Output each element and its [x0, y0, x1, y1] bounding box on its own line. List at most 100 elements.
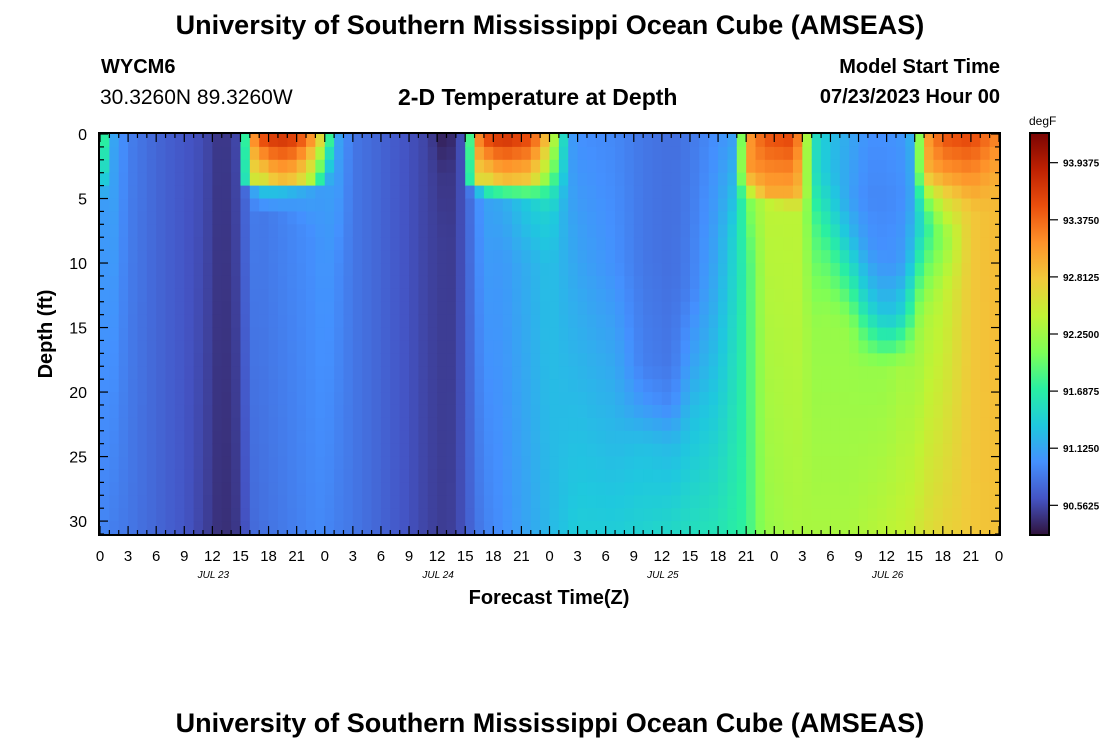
heatmap-cell [540, 198, 551, 213]
heatmap-cell [661, 404, 672, 419]
heatmap-cell [924, 456, 935, 471]
heatmap-cell [446, 340, 457, 354]
heatmap-cell [193, 263, 204, 277]
heatmap-cell [643, 443, 654, 458]
heatmap-cell [736, 211, 747, 225]
heatmap-cell [811, 224, 822, 238]
heatmap-cell [746, 392, 757, 406]
heatmap-cell [203, 301, 213, 316]
heatmap-cell [942, 250, 953, 264]
heatmap-cell [914, 482, 925, 496]
heatmap-cell [718, 443, 729, 458]
heatmap-cell [277, 430, 288, 445]
heatmap-cell [268, 495, 279, 509]
heatmap-cell [699, 353, 710, 367]
heatmap-cell [821, 366, 832, 380]
heatmap-cell [568, 521, 579, 535]
heatmap-cell [287, 185, 298, 200]
heatmap-cell [549, 417, 560, 432]
heatmap-cell [212, 288, 223, 303]
heatmap-cell [839, 250, 850, 264]
heatmap-cell [774, 353, 785, 367]
heatmap-cell [830, 340, 841, 354]
station-coordinates: 30.3260N 89.3260W [100, 86, 293, 109]
heatmap-cell [718, 456, 729, 471]
heatmap-cell [137, 353, 148, 367]
heatmap-cell [221, 353, 232, 367]
heatmap-cell [221, 211, 232, 225]
heatmap-cell [886, 185, 897, 200]
heatmap-cell [165, 508, 176, 522]
heatmap-cell [783, 340, 794, 354]
heatmap-cell [633, 430, 644, 445]
heatmap-cell [615, 521, 626, 535]
heatmap-cell [446, 443, 457, 458]
heatmap-cell [259, 469, 270, 483]
heatmap-cell [287, 366, 298, 380]
heatmap-cell [849, 392, 860, 406]
heatmap-cell [970, 456, 981, 471]
heatmap-cell [437, 508, 448, 522]
heatmap-cell [914, 198, 925, 213]
heatmap-cell [877, 443, 888, 458]
heatmap-cell [540, 340, 551, 354]
heatmap-cell [867, 469, 878, 483]
heatmap-cell [493, 417, 504, 432]
heatmap-cell [849, 430, 860, 445]
heatmap-cell [671, 508, 682, 522]
heatmap-cell [371, 211, 382, 225]
heatmap-cell [661, 379, 672, 393]
heatmap-cell [849, 250, 860, 264]
heatmap-cell [277, 508, 288, 522]
heatmap-cell [596, 185, 607, 200]
heatmap-cell [483, 146, 494, 161]
heatmap-cell [755, 275, 766, 290]
heatmap-cell [858, 250, 869, 264]
heatmap-cell [643, 353, 654, 367]
heatmap-cell [259, 134, 270, 148]
x-tick-label: 12 [878, 548, 895, 565]
heatmap-cell [774, 392, 785, 406]
heatmap-cell [755, 301, 766, 316]
heatmap-cell [736, 159, 747, 174]
x-tick-label: 0 [545, 548, 553, 565]
heatmap-cell [736, 185, 747, 200]
heatmap-cell [259, 417, 270, 432]
heatmap-cell [315, 430, 326, 445]
heatmap-cell [296, 379, 307, 393]
heatmap-cell [156, 263, 167, 277]
heatmap-cell [530, 224, 541, 238]
heatmap-cell [558, 404, 569, 419]
heatmap-cell [830, 379, 841, 393]
heatmap-cell [746, 134, 757, 148]
heatmap-cell [324, 134, 335, 148]
heatmap-cell [727, 456, 738, 471]
heatmap-cell [924, 417, 935, 432]
heatmap-cell [643, 392, 654, 406]
heatmap-cell [942, 224, 953, 238]
heatmap-cell [774, 301, 785, 316]
heatmap-cell [212, 146, 223, 161]
heatmap-cell [568, 404, 579, 419]
heatmap-cell [699, 172, 710, 187]
heatmap-cell [877, 159, 888, 174]
heatmap-cell [914, 224, 925, 238]
heatmap-cell [483, 379, 494, 393]
heatmap-cell [437, 430, 448, 445]
heatmap-cell [905, 172, 916, 187]
heatmap-cell [708, 417, 719, 432]
heatmap-cell [924, 146, 935, 161]
heatmap-cell [549, 275, 560, 290]
heatmap-cell [792, 211, 803, 225]
heatmap-cell [362, 172, 373, 187]
heatmap-cell [774, 327, 785, 342]
heatmap-cell [830, 469, 841, 483]
heatmap-cell [437, 521, 448, 535]
heatmap-cell [118, 495, 129, 509]
heatmap-cell [502, 275, 513, 290]
heatmap-cell [231, 185, 242, 200]
heatmap-cell [231, 198, 242, 213]
heatmap-cell [568, 508, 579, 522]
heatmap-cell [540, 159, 551, 174]
x-date-label: JUL 26 [871, 570, 904, 581]
